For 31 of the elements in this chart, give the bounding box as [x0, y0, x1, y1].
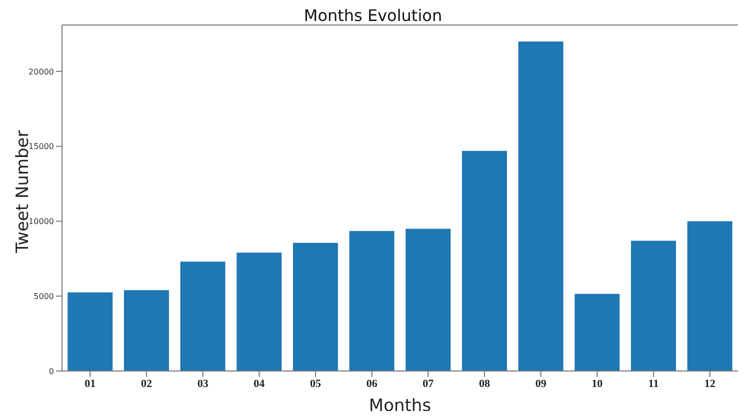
- x-tick-label: 12: [704, 378, 716, 390]
- bar: [349, 230, 394, 371]
- x-tick-label: 04: [254, 378, 266, 390]
- x-tick-label: 08: [479, 378, 490, 390]
- bar: [292, 242, 338, 371]
- x-tick-label: 06: [366, 378, 378, 390]
- x-tick-label: 05: [310, 378, 322, 390]
- x-tick-label: 02: [141, 378, 152, 390]
- bar: [687, 221, 732, 371]
- x-tick-label: 11: [648, 378, 659, 390]
- bar: [462, 150, 507, 371]
- x-tick-label: 07: [422, 378, 434, 390]
- x-tick-label: 01: [84, 378, 96, 390]
- y-tick-label: 20000: [28, 67, 54, 76]
- x-tick-label: 10: [592, 378, 604, 390]
- chart-title: Months Evolution: [302, 6, 444, 25]
- y-tick-label: 15000: [28, 142, 54, 152]
- x-tick-label: 03: [197, 378, 209, 390]
- bar: [68, 292, 113, 371]
- bar: [406, 228, 451, 371]
- bar: [630, 240, 676, 371]
- bar: [180, 262, 226, 371]
- x-tick-label: 09: [535, 378, 547, 390]
- x-axis-title: Months: [368, 396, 432, 416]
- bar: [236, 252, 282, 371]
- bar: [124, 290, 169, 371]
- bar: [518, 41, 564, 371]
- bar: [574, 294, 620, 371]
- y-tick-label: 10000: [28, 217, 54, 226]
- y-tick-label: 5000: [34, 292, 54, 301]
- y-tick-label: 0: [48, 366, 54, 376]
